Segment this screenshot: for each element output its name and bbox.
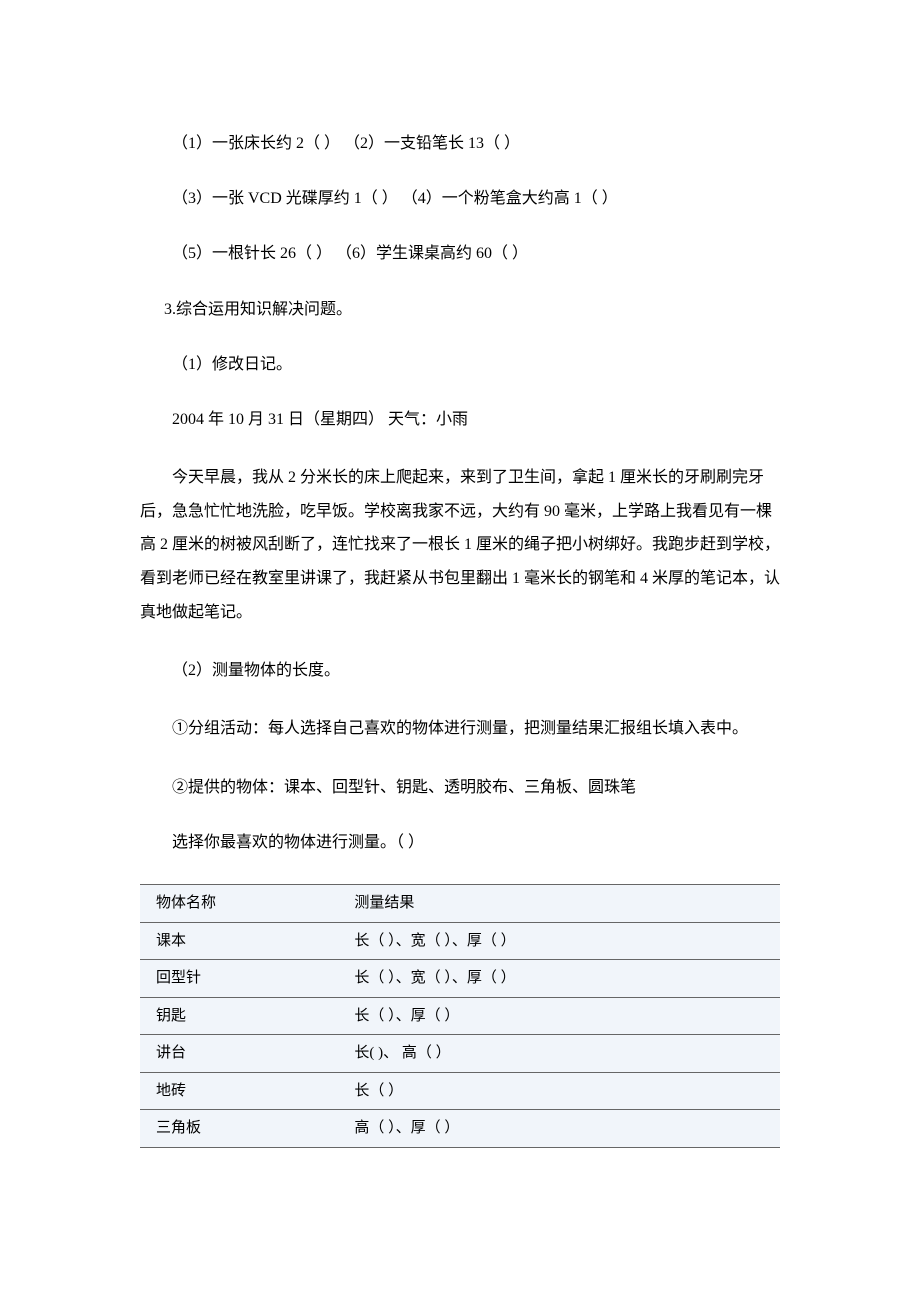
table-header-row: 物体名称 测量结果 (140, 885, 780, 923)
question-2-item-3: （5）一根针长 26（ ） （6）学生课桌高约 60（ ） (140, 240, 780, 267)
table-row: 课本 长（ ）、宽（ ）、厚（ ） (140, 922, 780, 960)
table-cell-name: 三角板 (140, 1110, 338, 1148)
table-row: 讲台 长( )、 高（ ） (140, 1035, 780, 1073)
question-2-item-2: （3）一张 VCD 光碟厚约 1（ ） （4）一个粉笔盒大约高 1（ ） (140, 185, 780, 212)
measurement-table: 物体名称 测量结果 课本 长（ ）、宽（ ）、厚（ ） 回型针 长（ ）、宽（ … (140, 884, 780, 1148)
table-cell-result: 高（ ）、厚（ ） (338, 1110, 780, 1148)
table-cell-name: 课本 (140, 922, 338, 960)
table-row: 地砖 长（ ） (140, 1072, 780, 1110)
table-cell-name: 讲台 (140, 1035, 338, 1073)
table-cell-name: 地砖 (140, 1072, 338, 1110)
table-header-name: 物体名称 (140, 885, 338, 923)
table-cell-result: 长（ ）、宽（ ）、厚（ ） (338, 960, 780, 998)
question-3-2-step1: ①分组活动：每人选择自己喜欢的物体进行测量，把测量结果汇报组长填入表中。 (140, 712, 780, 746)
table-row: 钥匙 长（ ）、厚（ ） (140, 997, 780, 1035)
question-3-1-title: （1）修改日记。 (140, 351, 780, 378)
table-cell-name: 回型针 (140, 960, 338, 998)
question-2-item-1: （1）一张床长约 2（ ） （2）一支铅笔长 13（ ） (140, 130, 780, 157)
table-header-result: 测量结果 (338, 885, 780, 923)
document-page: （1）一张床长约 2（ ） （2）一支铅笔长 13（ ） （3）一张 VCD 光… (0, 0, 920, 1302)
table-row: 回型针 长（ ）、宽（ ）、厚（ ） (140, 960, 780, 998)
table-cell-name: 钥匙 (140, 997, 338, 1035)
table-cell-result: 长（ ）、厚（ ） (338, 997, 780, 1035)
table-row: 三角板 高（ ）、厚（ ） (140, 1110, 780, 1148)
table-cell-result: 长（ ）、宽（ ）、厚（ ） (338, 922, 780, 960)
question-3-title: 3.综合运用知识解决问题。 (140, 296, 780, 323)
question-3-2-step2: ②提供的物体：课本、回型针、钥匙、透明胶布、三角板、圆珠笔 (140, 774, 780, 801)
table-cell-result: 长（ ） (338, 1072, 780, 1110)
question-3-2-instruction: 选择你最喜欢的物体进行测量。（ ） (140, 829, 780, 856)
diary-header: 2004 年 10 月 31 日（星期四） 天气：小雨 (140, 406, 780, 433)
table-cell-result: 长( )、 高（ ） (338, 1035, 780, 1073)
diary-body: 今天早晨，我从 2 分米长的床上爬起来，来到了卫生间，拿起 1 厘米长的牙刷刷完… (140, 461, 780, 629)
question-3-2-title: （2）测量物体的长度。 (140, 657, 780, 684)
